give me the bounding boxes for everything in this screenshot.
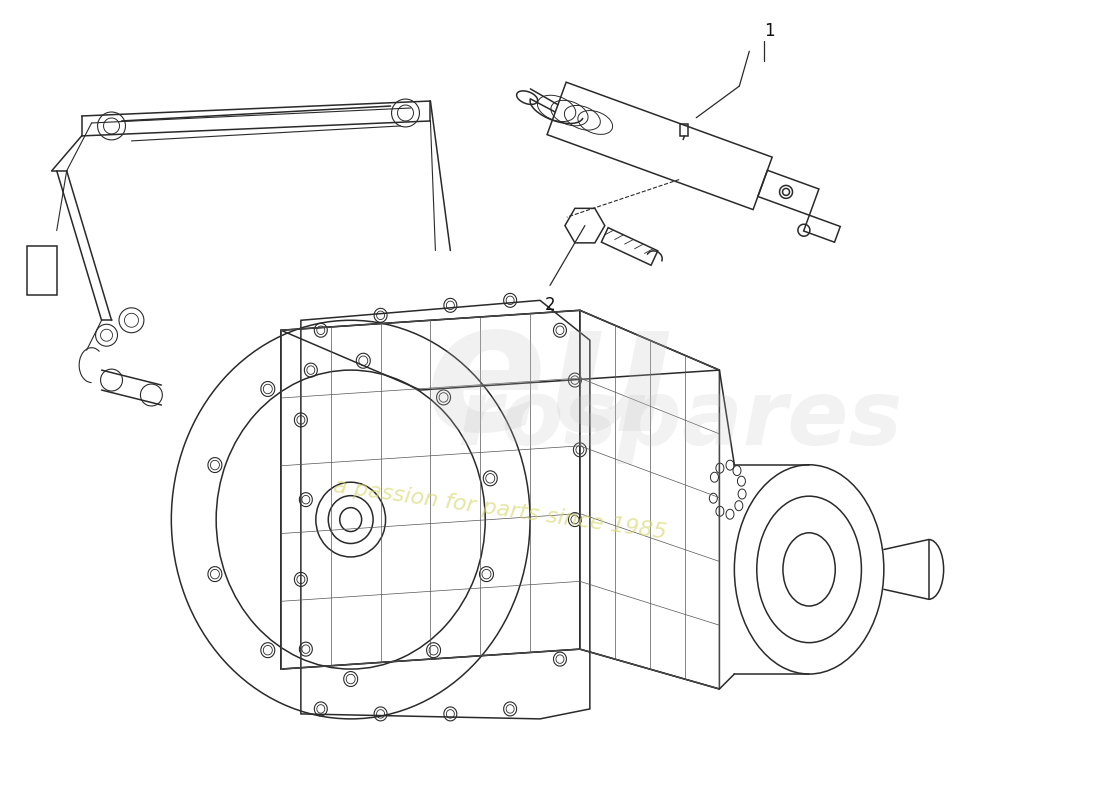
Text: rospares: rospares	[456, 376, 902, 464]
Text: a passion for parts since 1985: a passion for parts since 1985	[332, 476, 668, 543]
Text: 2: 2	[544, 296, 556, 314]
Text: eu: eu	[425, 292, 675, 468]
Text: 1: 1	[763, 22, 774, 40]
